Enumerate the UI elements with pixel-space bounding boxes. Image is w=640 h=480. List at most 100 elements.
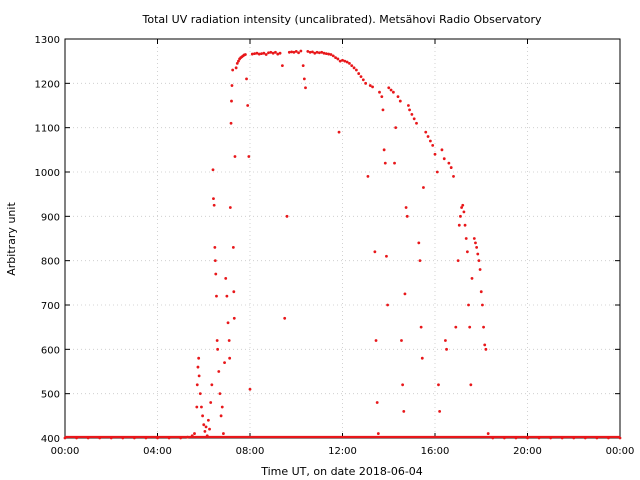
data-point	[292, 50, 296, 54]
data-point	[227, 339, 231, 342]
data-point	[352, 66, 356, 70]
y-tick-label: 600	[41, 345, 60, 356]
data-point	[243, 53, 247, 56]
data-point	[200, 405, 203, 409]
data-point	[320, 50, 324, 54]
data-point	[327, 52, 331, 56]
data-point	[231, 68, 235, 72]
data-point	[202, 423, 206, 427]
data-point	[205, 434, 209, 438]
data-point	[438, 410, 442, 413]
data-point	[197, 356, 201, 360]
data-point	[418, 259, 422, 263]
data-point	[109, 436, 113, 440]
data-point	[394, 126, 398, 130]
data-point	[452, 175, 455, 178]
data-point	[389, 88, 393, 92]
data-point	[198, 392, 202, 396]
x-tick-label: 04:00	[143, 446, 172, 457]
data-point	[195, 405, 199, 409]
data-point	[86, 436, 90, 440]
data-point	[378, 90, 381, 94]
data-point	[376, 432, 380, 435]
data-point	[224, 277, 228, 280]
data-point	[486, 432, 490, 435]
x-tick-label: 16:00	[421, 446, 450, 457]
data-point	[364, 81, 368, 85]
data-point	[233, 155, 237, 158]
data-point	[278, 51, 282, 55]
data-point	[419, 325, 423, 329]
data-point	[491, 436, 495, 440]
data-point	[422, 186, 425, 189]
data-point	[234, 66, 238, 70]
data-point	[366, 175, 370, 178]
data-point	[440, 148, 444, 152]
data-point	[231, 245, 235, 249]
data-point	[457, 223, 461, 227]
data-point	[391, 90, 395, 94]
data-point	[428, 139, 432, 143]
data-point	[385, 254, 388, 258]
data-point	[290, 50, 294, 54]
x-tick-label: 08:00	[236, 446, 265, 457]
data-point	[301, 64, 305, 67]
data-point	[274, 50, 277, 54]
data-point	[338, 59, 342, 63]
grid-lines	[65, 39, 620, 438]
y-tick-label: 1200	[35, 79, 60, 90]
data-point	[465, 250, 469, 254]
data-point	[190, 434, 194, 438]
data-point	[285, 214, 289, 218]
data-point	[313, 51, 317, 55]
data-point	[461, 203, 465, 207]
data-point	[341, 58, 344, 62]
data-point	[203, 429, 207, 433]
y-tick-label: 900	[41, 212, 60, 223]
data-point	[196, 365, 200, 369]
data-point	[218, 392, 222, 396]
data-point	[206, 418, 210, 422]
data-point	[469, 383, 473, 387]
data-point	[334, 56, 337, 60]
data-point	[271, 51, 275, 55]
data-point	[445, 347, 448, 351]
data-point	[387, 86, 391, 90]
data-point	[287, 50, 291, 54]
data-point	[329, 53, 333, 56]
data-point	[407, 104, 410, 107]
data-point	[186, 435, 189, 439]
data-point	[454, 325, 458, 329]
data-point	[297, 51, 300, 55]
data-point	[222, 432, 225, 435]
data-point	[248, 387, 252, 391]
data-point	[343, 59, 347, 63]
data-point	[595, 436, 599, 440]
data-point	[302, 77, 306, 81]
data-point	[444, 339, 447, 342]
data-point	[607, 436, 610, 440]
data-point	[361, 78, 365, 82]
x-tick-label: 00:00	[51, 446, 80, 457]
data-point	[121, 436, 125, 440]
data-point	[317, 51, 321, 55]
data-point	[354, 68, 358, 72]
data-point	[405, 214, 409, 218]
data-point	[304, 86, 307, 90]
data-point	[262, 51, 266, 55]
data-point	[403, 292, 407, 296]
data-point	[215, 339, 219, 342]
data-point	[398, 99, 402, 103]
data-point	[400, 339, 403, 342]
data-point	[410, 112, 414, 116]
data-point	[350, 64, 354, 67]
data-point	[345, 60, 349, 64]
data-point	[306, 50, 310, 53]
data-point	[228, 206, 232, 209]
y-tick-label: 500	[41, 390, 60, 401]
data-point	[374, 339, 378, 342]
data-point	[404, 206, 408, 209]
data-point	[226, 321, 230, 325]
data-point	[215, 294, 218, 298]
data-point	[482, 325, 485, 329]
